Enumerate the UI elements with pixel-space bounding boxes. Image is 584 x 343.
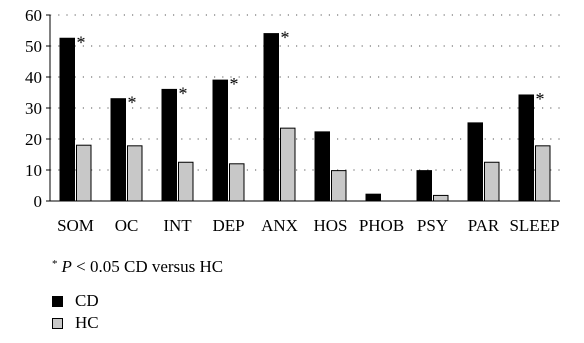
bar-hc-anx (280, 127, 296, 202)
bar-hc-hos (331, 170, 347, 202)
significance-marker: * (536, 89, 545, 109)
bar-cd-par (467, 122, 483, 202)
y-tick-label: 40 (25, 68, 42, 87)
footnote-marker: * (52, 258, 58, 270)
bars (59, 33, 551, 202)
legend: CD HC (52, 290, 99, 334)
y-tick-label: 50 (25, 37, 42, 56)
significance-marker: * (281, 28, 290, 48)
bar-hc-oc (127, 145, 143, 202)
bar-hc-int (178, 161, 194, 202)
bar-cd-phob (365, 193, 381, 202)
significance-markers: * * * * * * (77, 28, 545, 113)
x-tick-label: PSY (417, 216, 448, 235)
bar-cd-int (161, 88, 177, 202)
significance-marker: * (77, 32, 86, 52)
bar-cd-som (59, 37, 75, 202)
footnote: * P < 0.05 CD versus HC (52, 257, 223, 277)
axes (46, 14, 560, 202)
significance-marker: * (230, 74, 239, 94)
y-tick-label: 0 (34, 192, 43, 211)
bar-cd-oc (110, 98, 126, 202)
x-tick-label: DEP (212, 216, 244, 235)
bar-cd-dep (212, 79, 228, 202)
significance-marker: * (128, 93, 137, 113)
x-tick-label: PHOB (359, 216, 404, 235)
x-tick-label: PAR (468, 216, 500, 235)
x-tick-labels: SOM OC INT DEP ANX HOS PHOB PSY PAR SLEEP (57, 216, 559, 235)
bar-cd-sleep (518, 94, 534, 202)
y-tick-label: 10 (25, 161, 42, 180)
legend-label-cd: CD (75, 291, 99, 310)
x-tick-label: SOM (57, 216, 94, 235)
gridlines (50, 14, 560, 171)
legend-label-hc: HC (75, 313, 99, 332)
bar-hc-som (76, 144, 92, 202)
legend-swatch-cd (52, 295, 63, 307)
bar-hc-sleep (535, 145, 551, 202)
x-tick-label: INT (163, 216, 192, 235)
footnote-p: P (61, 257, 72, 276)
bar-cd-psy (416, 170, 432, 202)
y-tick-label: 30 (25, 99, 42, 118)
x-tick-label: HOS (313, 216, 347, 235)
y-tick-labels: 0 10 20 30 40 50 60 (25, 6, 42, 211)
y-tick-label: 60 (25, 6, 42, 25)
bar-hc-dep (229, 163, 245, 202)
significance-marker: * (179, 83, 188, 103)
x-tick-label: ANX (261, 216, 298, 235)
legend-item-cd: CD (52, 290, 99, 312)
x-tick-label: OC (115, 216, 139, 235)
bar-hc-psy (433, 194, 449, 202)
legend-swatch-hc (52, 317, 63, 329)
y-tick-label: 20 (25, 130, 42, 149)
bar-chart: * * * * * * 0 10 20 30 40 50 60 SOM OC INT DEP ANX HOS PH… (25, 6, 560, 235)
bar-cd-anx (263, 33, 279, 202)
x-tick-label: SLEEP (509, 216, 559, 235)
legend-item-hc: HC (52, 312, 99, 334)
bar-hc-par (484, 161, 500, 202)
footnote-text: < 0.05 CD versus HC (71, 257, 224, 276)
bar-cd-hos (314, 131, 330, 202)
